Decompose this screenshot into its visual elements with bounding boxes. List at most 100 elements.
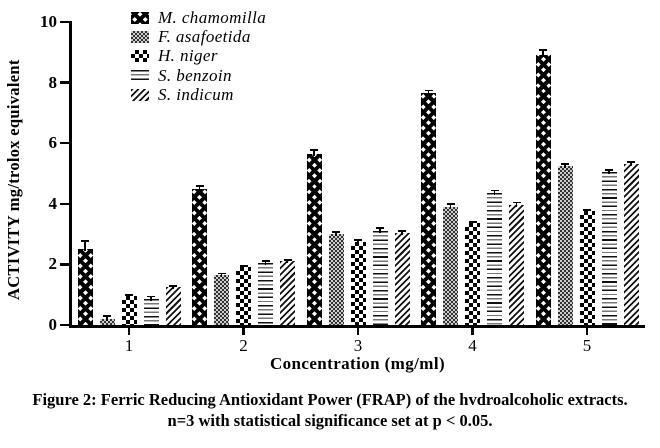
bar: [601, 171, 617, 325]
bar: [443, 206, 458, 325]
error-bar-cap: [147, 295, 155, 298]
y-axis-title: ACTIVITY mg/trolox equivalent: [4, 59, 23, 301]
legend-label: H. niger: [158, 46, 218, 66]
legend-item: F. asafoetida: [131, 27, 266, 46]
x-tick: [471, 327, 474, 335]
error-bar-cap: [468, 221, 477, 223]
x-axis-title: Concentration (mg/ml): [269, 354, 446, 373]
bar: [143, 299, 159, 325]
error-bar-cap: [583, 208, 591, 211]
y-tick-label: 0: [48, 315, 58, 334]
error-bar-cap: [424, 89, 433, 92]
legend-item: S. indicum: [131, 85, 266, 104]
error-bar-cap: [239, 265, 248, 268]
error-bar-whisker: [379, 227, 381, 234]
diagonal-hatch-swatch-icon: [131, 88, 149, 101]
lattice-swatch-icon: [131, 11, 149, 24]
y-tick-label: 8: [48, 72, 58, 92]
y-tick: [60, 263, 69, 266]
bar: [258, 262, 273, 325]
error-bar-cap: [561, 162, 569, 165]
bar: [214, 275, 229, 325]
legend-label: F. asafoetida: [158, 26, 251, 46]
error-bar-cap: [283, 258, 292, 261]
horizontal-lines-swatch-icon: [131, 69, 149, 82]
bar: [372, 231, 388, 325]
error-bar-whisker: [357, 239, 359, 244]
bar: [192, 188, 207, 325]
error-bar-cap: [195, 185, 204, 187]
legend-item: H. niger: [131, 46, 266, 66]
y-tick-label: 6: [48, 133, 58, 153]
bar: [77, 249, 93, 325]
error-bar-whisker: [515, 201, 518, 208]
x-tick: [585, 327, 589, 335]
y-tick-label: 2: [48, 254, 58, 274]
fine-check-swatch-icon: [131, 30, 149, 43]
error-bar-whisker: [471, 221, 474, 226]
x-tick: [242, 327, 245, 335]
error-bar-cap: [398, 230, 406, 232]
bar: [328, 234, 344, 325]
x-tick-label: 3: [353, 336, 363, 355]
legend-item: M. chamomilla: [131, 8, 266, 27]
error-bar-cap: [169, 285, 177, 287]
x-tick-label: 5: [582, 336, 592, 355]
error-bar-cap: [354, 239, 362, 242]
error-bar-cap: [125, 294, 133, 297]
error-bar-whisker: [220, 272, 223, 277]
y-tick-label: 10: [40, 12, 57, 31]
bar: [509, 205, 524, 325]
error-bar-whisker: [84, 240, 86, 252]
error-bar-whisker: [286, 258, 289, 264]
bar: [280, 261, 295, 325]
x-tick-label: 1: [124, 336, 134, 355]
error-bar-whisker: [198, 185, 201, 191]
bar: [557, 165, 573, 325]
x-tick-label: 4: [468, 336, 477, 355]
y-tick: [60, 323, 69, 327]
legend-label: S. benzoin: [158, 65, 232, 85]
bar: [165, 287, 181, 325]
bar: [535, 55, 551, 325]
error-bar-cap: [446, 203, 455, 205]
error-bar-whisker: [150, 295, 152, 302]
bar: [579, 211, 595, 325]
error-bar-whisker: [449, 203, 452, 209]
bar: [99, 318, 115, 325]
y-tick: [60, 81, 69, 84]
bar: [487, 193, 502, 325]
error-bar-whisker: [427, 89, 430, 96]
x-axis-line: [69, 325, 645, 328]
error-bar-whisker: [608, 168, 610, 174]
y-tick: [60, 20, 69, 24]
legend-item: S. benzoin: [131, 66, 266, 85]
error-bar-cap: [261, 260, 270, 263]
bar: [623, 164, 639, 325]
error-bar-whisker: [106, 315, 108, 321]
y-axis-line: [69, 21, 72, 327]
error-bar-cap: [490, 189, 499, 192]
error-bar-whisker: [564, 162, 566, 168]
error-bar-whisker: [493, 189, 496, 196]
error-bar-cap: [605, 168, 613, 171]
error-bar-whisker: [313, 149, 315, 156]
error-bar-whisker: [401, 230, 403, 235]
legend: M. chamomilla F. asafoetida H. niger S. ben…: [131, 8, 266, 104]
legend-label: S. indicum: [158, 84, 234, 104]
checkerboard-swatch-icon: [131, 50, 149, 63]
bar: [236, 267, 251, 325]
y-tick-label: 4: [48, 193, 58, 213]
error-bar-whisker: [264, 260, 267, 265]
error-bar-cap: [217, 272, 226, 275]
error-bar-cap: [81, 240, 89, 242]
bar: [121, 296, 137, 325]
bar: [394, 232, 410, 325]
error-bar-cap: [103, 315, 111, 318]
error-bar-whisker: [630, 160, 632, 167]
y-tick: [60, 142, 69, 145]
error-bar-whisker: [128, 294, 130, 299]
x-tick-label: 2: [239, 336, 248, 355]
error-bar-cap: [376, 227, 384, 230]
